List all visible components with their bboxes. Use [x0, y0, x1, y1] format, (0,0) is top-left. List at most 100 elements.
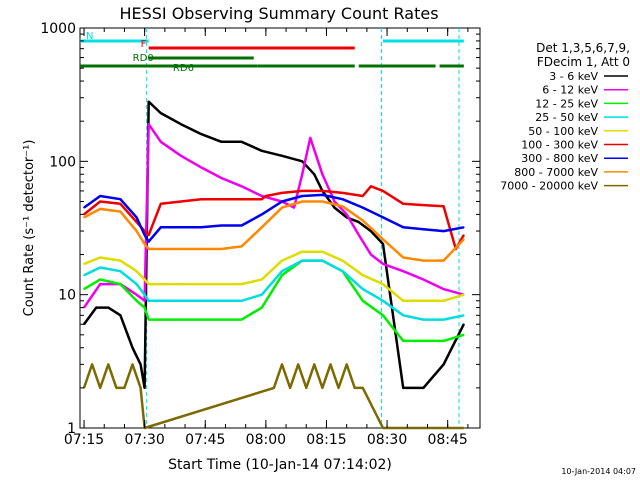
series-point-300-800-kev — [119, 198, 122, 200]
series-point-300-800-kev — [422, 228, 425, 230]
flag-bars: N F RD0 RD6 — [80, 31, 464, 74]
series-point-800-7000-kev — [135, 230, 138, 232]
series-point-300-800-kev — [147, 240, 150, 243]
series-point-300-800-kev — [301, 195, 304, 197]
series-point-7000-20000-kev — [289, 387, 291, 389]
series-point-3-6-kev — [139, 363, 142, 366]
series-point-800-7000-kev — [119, 210, 122, 213]
series-point-50-100-kev — [382, 283, 384, 285]
series-point-50-100-kev — [220, 283, 223, 285]
series-point-3-6-kev — [119, 314, 122, 317]
series-point-6-12-kev — [370, 253, 372, 256]
series-point-800-7000-kev — [160, 248, 162, 250]
legend-header-line-2: FDecim 1, Att 0 — [537, 55, 630, 69]
series-point-50-100-kev — [143, 278, 146, 281]
series-point-3-6-kev — [131, 346, 134, 349]
series-point-6-12-kev — [147, 123, 150, 125]
series-point-25-50-kev — [147, 300, 150, 302]
series-point-100-300-kev — [135, 221, 138, 223]
series-point-12-25-kev — [442, 340, 445, 342]
series-point-3-6-kev — [95, 306, 97, 309]
series-point-12-25-kev — [200, 318, 202, 321]
series-point-12-25-kev — [135, 300, 138, 302]
series-point-12-25-kev — [240, 318, 243, 321]
series-point-3-6-kev — [313, 173, 316, 176]
series-point-12-25-kev — [99, 278, 101, 281]
series-point-6-12-kev — [143, 300, 146, 302]
series-point-800-7000-kev — [321, 200, 324, 203]
series-point-300-800-kev — [180, 226, 182, 229]
series-point-25-50-kev — [301, 259, 304, 262]
series-point-100-300-kev — [261, 198, 263, 200]
series-point-50-100-kev — [119, 259, 122, 262]
series-point-3-6-kev — [382, 243, 384, 245]
series-point-100-300-kev — [240, 198, 243, 200]
series-point-7000-20000-kev — [91, 363, 93, 366]
series-point-800-7000-kev — [422, 259, 425, 262]
series-point-12-25-kev — [83, 288, 85, 290]
series-line-3-6-kev — [82, 100, 465, 390]
series-point-6-12-kev — [135, 293, 138, 296]
series-point-25-50-kev — [382, 300, 384, 302]
series-point-25-50-kev — [160, 300, 162, 302]
series-point-7000-20000-kev — [329, 363, 332, 366]
series-point-6-12-kev — [261, 195, 263, 197]
series-point-3-6-kev — [463, 323, 465, 326]
legend-label-800-7000-kev: 800 - 7000 keV — [514, 166, 598, 179]
series-point-100-300-kev — [463, 234, 465, 236]
series-point-25-50-kev — [220, 300, 223, 302]
flag-label-rd6: RD6 — [173, 63, 194, 74]
legend-label-50-100-kev: 50 - 100 keV — [528, 125, 598, 138]
series-point-100-300-kev — [200, 198, 202, 200]
series-point-100-300-kev — [382, 190, 384, 192]
x-tick-label: 08:45 — [427, 432, 467, 448]
series-point-3-6-kev — [240, 141, 243, 143]
series-point-6-12-kev — [345, 213, 348, 216]
footer-date: 10-Jan-2014 04:07 — [561, 467, 636, 476]
series-point-12-25-kev — [463, 334, 465, 336]
series-point-3-6-kev — [220, 141, 223, 143]
series-point-3-6-kev — [143, 387, 146, 389]
series-point-12-25-kev — [362, 300, 364, 302]
series-point-12-25-kev — [119, 283, 122, 285]
series-point-25-50-kev — [281, 270, 283, 273]
series-point-100-300-kev — [442, 205, 445, 208]
series-point-12-25-kev — [402, 340, 405, 342]
series-point-7000-20000-kev — [382, 427, 384, 429]
series-point-12-25-kev — [220, 318, 223, 321]
series-point-3-6-kev — [281, 155, 283, 157]
series-point-6-12-kev — [333, 200, 336, 203]
series-point-100-300-kev — [321, 190, 324, 192]
x-tick-label: 08:30 — [367, 432, 407, 448]
series-point-25-50-kev — [180, 300, 182, 302]
plot-frame — [79, 27, 481, 429]
series-point-25-50-kev — [362, 288, 364, 290]
series-point-100-300-kev — [220, 198, 223, 200]
series-point-50-100-kev — [422, 300, 425, 302]
x-tick-label: 07:15 — [64, 432, 104, 448]
x-tick-label: 08:00 — [246, 432, 286, 448]
series-point-300-800-kev — [83, 206, 85, 209]
series-line-50-100-kev — [83, 250, 465, 303]
series-point-6-12-kev — [180, 155, 182, 157]
series-point-50-100-kev — [83, 263, 85, 265]
series-point-100-300-kev — [370, 185, 372, 188]
series-point-7000-20000-kev — [99, 387, 101, 389]
series-point-50-100-kev — [180, 283, 182, 285]
axes: 07:15 07:30 07:45 08:00 08:15 08:30 08:45 1 10 10… — [40, 21, 480, 448]
y-tick-label: 10 — [58, 288, 76, 304]
series-point-800-7000-kev — [261, 226, 263, 229]
series-point-100-300-kev — [341, 192, 344, 194]
series-point-25-50-kev — [402, 314, 405, 317]
flag-label-rd0: RD0 — [133, 53, 154, 64]
series-point-800-7000-kev — [220, 248, 223, 250]
legend-label-7000-20000-kev: 7000 - 20000 keV — [500, 180, 598, 193]
series-point-100-300-kev — [147, 234, 150, 236]
series-point-50-100-kev — [362, 274, 364, 277]
legend-label-300-800-kev: 300 - 800 keV — [521, 152, 598, 165]
series-point-300-800-kev — [341, 198, 344, 200]
series-point-50-100-kev — [341, 259, 344, 262]
series-point-25-50-kev — [341, 270, 344, 273]
series-point-12-25-kev — [281, 274, 283, 277]
